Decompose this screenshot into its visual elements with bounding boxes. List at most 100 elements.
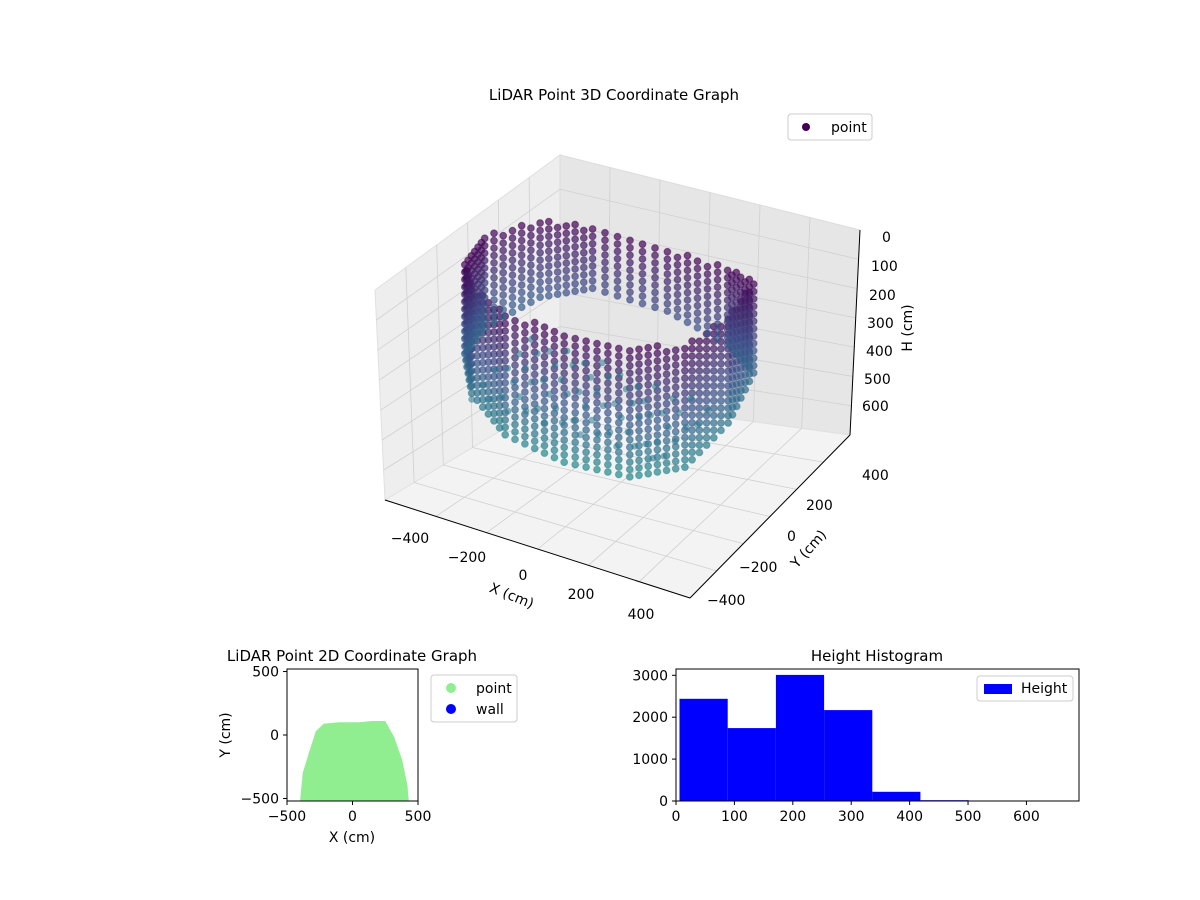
point-3d [582,352,590,360]
x-tick-label: −200 [448,550,486,566]
point-3d [530,363,539,371]
point-3d [517,303,526,312]
point-3d [681,366,689,375]
y-tick-label: 200 [806,498,833,514]
point-3d [562,229,571,238]
point-3d [588,254,597,263]
point-3d [562,222,571,230]
point-3d [601,280,609,289]
x-tick-label: −500 [268,809,306,825]
point-3d [745,377,754,386]
point-3d [516,350,523,358]
point-3d [732,350,741,358]
point-3d [499,283,508,292]
point-3d [530,437,539,446]
point-3d [653,394,662,402]
point-3d [683,318,692,327]
point-3d [604,445,612,454]
chart-3d-title: LiDAR Point 3D Coordinate Graph [489,86,739,104]
point-3d [693,301,702,310]
point-3d [464,293,473,302]
point-3d [604,379,612,388]
point-3d [625,347,634,355]
point-3d [588,269,597,278]
point-3d [571,220,579,229]
point-3d [688,381,696,390]
point-3d [511,361,519,370]
point-3d [671,450,680,458]
point-3d [749,369,758,377]
point-3d [673,290,682,299]
point-3d [702,352,711,361]
point-3d [709,352,718,361]
point-3d [521,388,529,396]
z-tick-label: 300 [867,316,894,332]
point-3d [511,316,519,325]
point-3d [671,361,680,369]
point-3d [571,334,580,343]
point-3d [723,303,732,312]
point-3d [688,359,696,368]
point-3d [703,307,712,316]
point-3d [587,373,595,381]
point-3d [717,367,725,376]
point-3d [644,366,653,374]
point-3d [671,368,680,377]
point-3d [671,383,680,392]
point-3d [651,259,659,267]
point-3d [683,281,692,290]
point-3d [527,246,535,255]
point-3d [709,426,718,435]
point-3d [625,391,634,400]
point-3d [671,353,680,362]
point-3d [653,371,662,380]
point-3d [683,296,692,304]
point-3d [571,242,579,251]
point-3d [501,327,510,335]
point-3d [709,367,718,375]
point-3d [604,364,612,373]
point-3d [593,443,601,452]
point-3d [544,277,553,285]
point-3d [490,310,498,319]
point-3d [662,414,671,423]
point-3d [663,299,672,308]
point-3d [521,321,529,330]
point-3d [702,419,711,427]
point-3d [687,395,695,402]
point-3d [601,288,609,297]
point-3d [662,436,671,445]
point-3d [662,377,671,386]
point-3d [644,469,653,478]
point-3d [530,385,539,394]
point-3d [604,460,612,469]
chart-2d-title: LiDAR Point 2D Coordinate Graph [227,647,477,665]
y-tick-label: 1000 [632,752,668,768]
x-tick-label: 200 [568,587,595,603]
point-3d [582,344,590,353]
legend-2d: point wall [430,674,518,723]
point-3d [635,419,643,428]
point-3d [464,300,473,309]
point-3d [501,423,510,432]
point-3d [713,320,722,329]
point-3d [693,264,702,273]
point-3d [595,431,602,438]
point-3d [613,262,622,271]
point-3d [550,446,559,455]
z-tick-label: 0 [882,230,891,246]
point-3d [717,426,725,435]
point-3d [530,444,539,453]
point-3d [662,392,671,401]
point-3d [553,245,562,254]
point-3d [530,414,539,423]
point-3d [527,253,535,262]
y-tick-label: 2000 [632,710,668,726]
point-3d [703,292,712,301]
point-3d [653,364,662,373]
point-3d [644,388,653,397]
z-axis-label-3d: H (cm) [900,304,916,351]
point-cloud-3d [460,217,758,481]
point-3d [571,250,579,259]
point-3d [649,454,657,462]
